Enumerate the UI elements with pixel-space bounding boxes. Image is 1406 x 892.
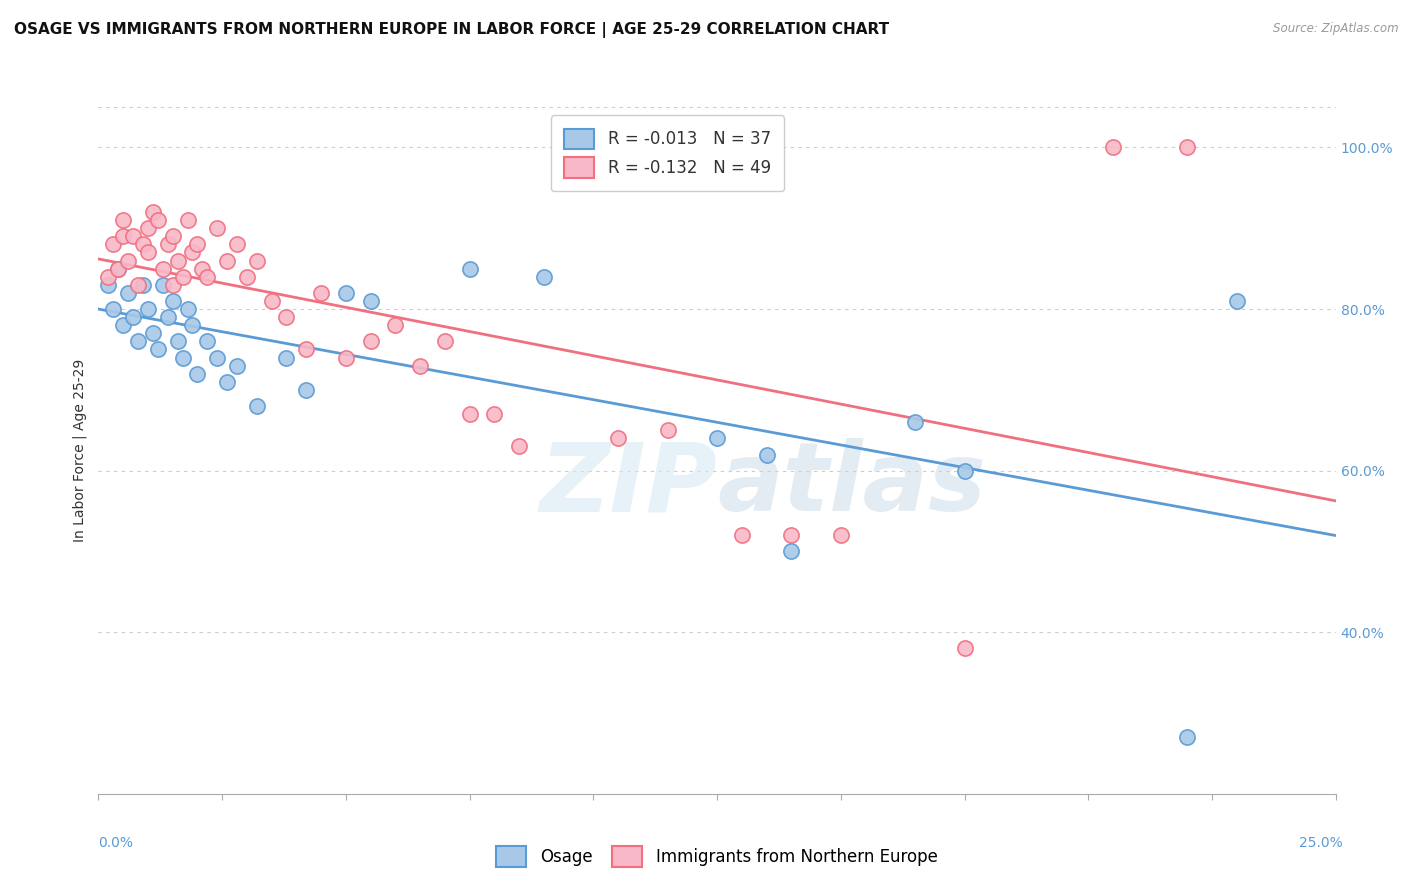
Point (1102, 140, 1125, 154)
Point (142, 326, 165, 341)
Point (335, 285, 357, 300)
Point (409, 359, 432, 373)
Text: ZIP: ZIP (538, 438, 717, 532)
Point (195, 269, 218, 284)
Text: OSAGE VS IMMIGRANTS FROM NORTHERN EUROPE IN LABOR FORCE | AGE 25-29 CORRELATION : OSAGE VS IMMIGRANTS FROM NORTHERN EUROPE… (14, 22, 889, 38)
Point (166, 253, 188, 268)
Point (186, 367, 208, 381)
Point (433, 334, 456, 349)
Point (360, 334, 382, 349)
Point (152, 261, 174, 276)
Y-axis label: In Labor Force | Age 25-29: In Labor Force | Age 25-29 (73, 359, 87, 542)
Text: Source: ZipAtlas.com: Source: ZipAtlas.com (1274, 22, 1399, 36)
Point (295, 383, 318, 397)
Point (162, 229, 184, 244)
Point (107, 261, 129, 276)
Point (780, 544, 803, 558)
Point (152, 277, 174, 292)
Text: 0.0%: 0.0% (98, 836, 134, 850)
Point (953, 464, 976, 478)
Point (295, 343, 318, 357)
Point (136, 245, 159, 260)
Point (103, 301, 125, 316)
Point (657, 423, 679, 437)
Point (236, 269, 259, 284)
Point (260, 293, 283, 308)
Point (146, 213, 169, 227)
Point (176, 301, 198, 316)
Point (731, 528, 754, 542)
Point (508, 439, 530, 453)
Point (217, 253, 239, 268)
Point (360, 293, 382, 308)
Point (112, 318, 135, 333)
Point (181, 245, 204, 260)
Point (117, 253, 139, 268)
Point (107, 261, 129, 276)
Point (142, 205, 165, 219)
Point (97, 277, 120, 292)
Point (953, 641, 976, 656)
Point (1226, 293, 1249, 308)
Point (1175, 140, 1198, 154)
Point (246, 399, 269, 413)
Point (780, 528, 803, 542)
Point (384, 318, 406, 333)
Point (205, 351, 228, 365)
Point (122, 229, 145, 244)
Point (1175, 731, 1198, 745)
Point (176, 213, 198, 227)
Point (122, 310, 145, 325)
Point (484, 407, 506, 421)
Point (458, 407, 481, 421)
Point (132, 237, 155, 252)
Point (205, 221, 228, 235)
Point (146, 343, 169, 357)
Point (195, 334, 218, 349)
Point (904, 415, 927, 429)
Point (458, 261, 481, 276)
Point (112, 213, 135, 227)
Point (335, 351, 357, 365)
Point (162, 277, 184, 292)
Text: 25.0%: 25.0% (1299, 836, 1343, 850)
Point (136, 301, 159, 316)
Legend: Osage, Immigrants from Northern Europe: Osage, Immigrants from Northern Europe (488, 838, 946, 875)
Point (246, 253, 269, 268)
Point (162, 293, 184, 308)
Point (181, 318, 204, 333)
Point (112, 229, 135, 244)
Point (191, 261, 214, 276)
Point (127, 277, 149, 292)
Point (533, 269, 555, 284)
Point (156, 237, 179, 252)
Point (830, 528, 852, 542)
Point (127, 334, 149, 349)
Point (276, 351, 298, 365)
Point (166, 334, 188, 349)
Point (136, 221, 159, 235)
Point (132, 277, 155, 292)
Point (217, 375, 239, 389)
Point (97, 269, 120, 284)
Point (117, 285, 139, 300)
Point (755, 448, 778, 462)
Point (276, 310, 298, 325)
Point (309, 285, 332, 300)
Point (156, 310, 179, 325)
Point (103, 237, 125, 252)
Point (226, 237, 249, 252)
Text: atlas: atlas (717, 438, 986, 532)
Point (186, 237, 208, 252)
Point (172, 269, 194, 284)
Point (607, 431, 630, 445)
Point (226, 359, 249, 373)
Point (172, 351, 194, 365)
Point (706, 431, 728, 445)
